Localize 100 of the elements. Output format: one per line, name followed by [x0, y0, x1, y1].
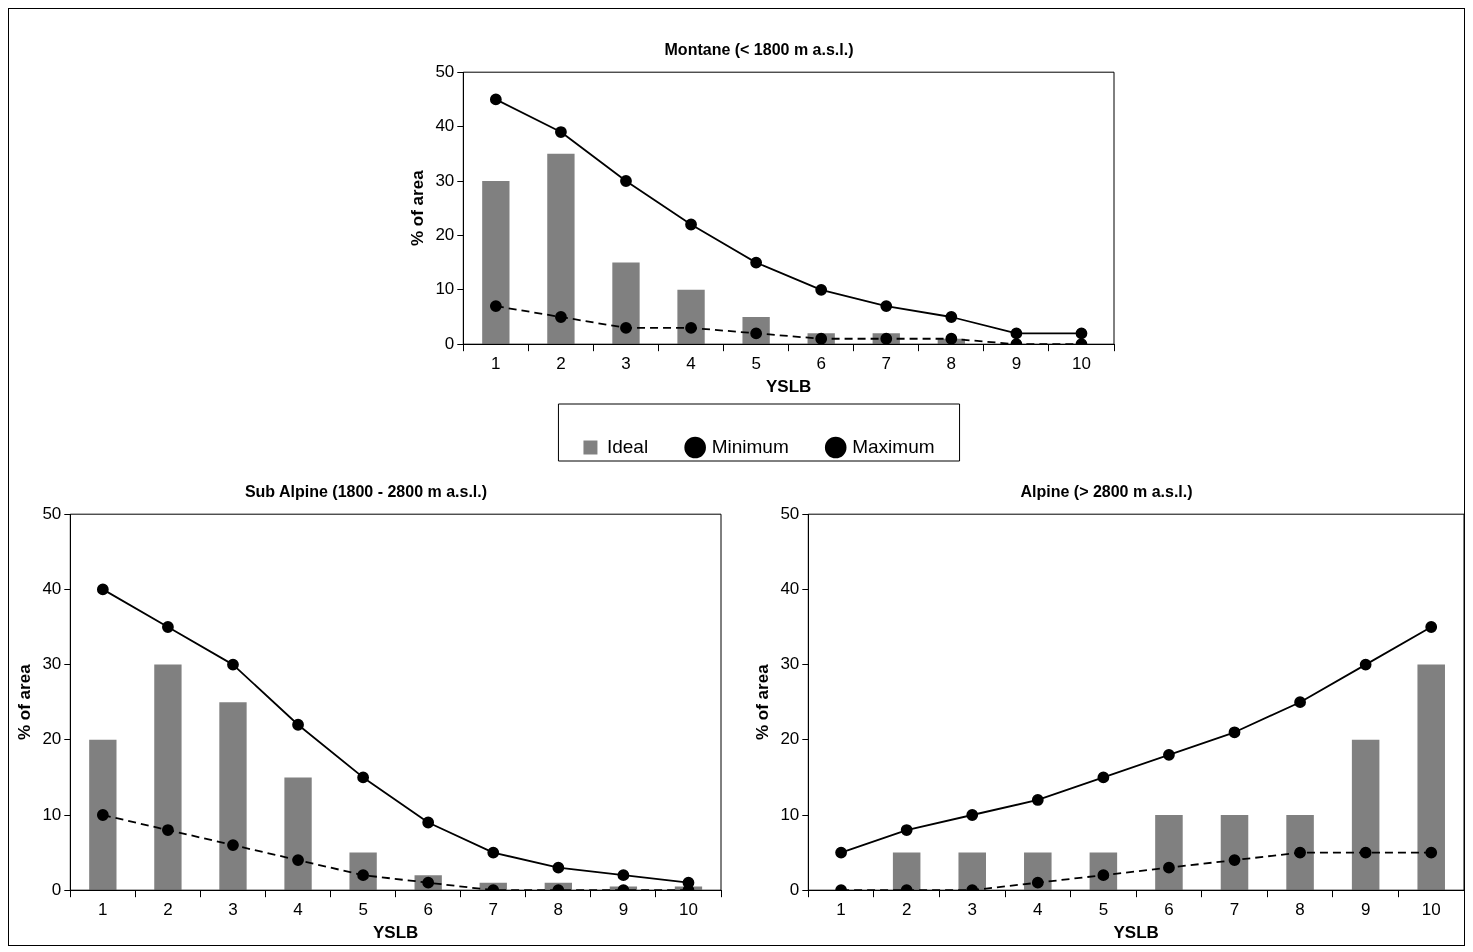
point — [1425, 846, 1438, 859]
point — [685, 321, 697, 334]
x-tick-label: 5 — [1098, 900, 1109, 920]
bar — [219, 702, 247, 890]
y-tick-label: 50 — [780, 503, 800, 523]
y-tick-label: 40 — [435, 116, 455, 136]
point — [835, 846, 847, 859]
x-tick-label: 3 — [621, 354, 631, 374]
point — [1097, 771, 1110, 784]
point — [815, 332, 828, 345]
point — [1031, 794, 1044, 806]
point — [1031, 876, 1044, 889]
x-tick-label: 2 — [163, 900, 173, 920]
x-tick-label: 8 — [1295, 900, 1305, 920]
bar — [1351, 739, 1380, 890]
point — [96, 809, 109, 821]
bar — [154, 664, 182, 890]
chart-title: Alpine (> 2800 m a.s.l.) — [1020, 483, 1193, 501]
x-tick-label: 6 — [1164, 900, 1174, 920]
point — [620, 321, 632, 334]
bar — [1220, 815, 1249, 890]
bar — [612, 262, 640, 344]
point — [1163, 748, 1175, 761]
bar — [677, 289, 705, 344]
x-tick-label: 7 — [1229, 900, 1240, 920]
point — [1294, 846, 1306, 859]
x-tick-label: 7 — [488, 900, 498, 920]
x-axis-title: YSLB — [372, 923, 419, 943]
y-tick-label: 30 — [42, 654, 62, 674]
bar — [1286, 815, 1314, 890]
point — [1359, 658, 1372, 671]
x-tick-label: 3 — [228, 900, 238, 920]
point — [555, 126, 567, 138]
point — [227, 839, 239, 851]
y-tick-label: 20 — [780, 729, 800, 749]
y-tick-label: 0 — [789, 879, 800, 899]
point — [945, 332, 958, 345]
x-tick-label: 9 — [618, 900, 629, 920]
point — [487, 846, 500, 859]
x-tick-label: 1 — [836, 900, 846, 920]
x-tick-label: 7 — [881, 354, 891, 374]
y-tick-label: 20 — [435, 225, 455, 245]
legend-label: Minimum — [711, 435, 789, 457]
x-tick-label: 6 — [816, 354, 826, 374]
y-tick-label: 0 — [51, 879, 62, 899]
x-tick-label: 4 — [293, 900, 303, 920]
x-tick-label: 4 — [686, 354, 696, 374]
x-tick-label: 8 — [553, 900, 564, 920]
point — [1425, 621, 1438, 633]
x-axis-title: YSLB — [765, 377, 812, 397]
bar — [482, 181, 510, 344]
x-tick-label: 10 — [1072, 354, 1091, 374]
point — [880, 300, 893, 313]
point — [945, 311, 958, 323]
point — [750, 256, 763, 269]
chart-title: Sub Alpine (1800 - 2800 m a.s.l.) — [244, 483, 488, 501]
bar — [284, 777, 312, 890]
point — [357, 771, 370, 784]
point — [880, 332, 893, 345]
point — [292, 718, 304, 731]
point — [555, 311, 567, 323]
point — [162, 621, 174, 633]
x-tick-label: 2 — [901, 900, 912, 920]
y-tick-label: 0 — [444, 333, 455, 353]
point — [292, 854, 304, 867]
bar — [958, 852, 986, 890]
point — [1163, 861, 1175, 874]
point — [162, 824, 174, 836]
y-tick-label: 40 — [780, 579, 800, 599]
point — [552, 861, 565, 874]
chart-title: Montane (< 1800 m a.s.l.) — [664, 41, 854, 59]
bar — [89, 739, 117, 890]
x-tick-label: 9 — [1360, 900, 1371, 920]
x-tick-label: 1 — [98, 900, 108, 920]
bar — [1155, 815, 1183, 890]
x-tick-label: 6 — [423, 900, 433, 920]
x-tick-label: 3 — [967, 900, 977, 920]
point — [227, 658, 239, 671]
bar — [547, 153, 575, 344]
point — [1010, 327, 1023, 340]
y-axis-title: % of area — [14, 663, 34, 740]
y-axis-title: % of area — [752, 663, 772, 740]
x-tick-label: 8 — [946, 354, 957, 374]
x-tick-label: 10 — [1421, 900, 1441, 920]
legend-label: Ideal — [606, 435, 649, 457]
x-tick-label: 2 — [556, 354, 566, 374]
y-tick-label: 40 — [42, 579, 62, 599]
point — [685, 218, 697, 231]
y-axis-title: % of area — [407, 169, 427, 246]
y-tick-label: 30 — [435, 170, 455, 190]
point — [966, 809, 979, 821]
legend-label: Maximum — [852, 435, 935, 457]
point — [617, 869, 630, 882]
point — [620, 175, 632, 187]
bar — [892, 852, 921, 890]
point — [1075, 327, 1088, 340]
y-tick-label: 10 — [435, 279, 455, 299]
point — [1294, 696, 1306, 709]
point — [96, 583, 109, 596]
point — [900, 824, 913, 836]
